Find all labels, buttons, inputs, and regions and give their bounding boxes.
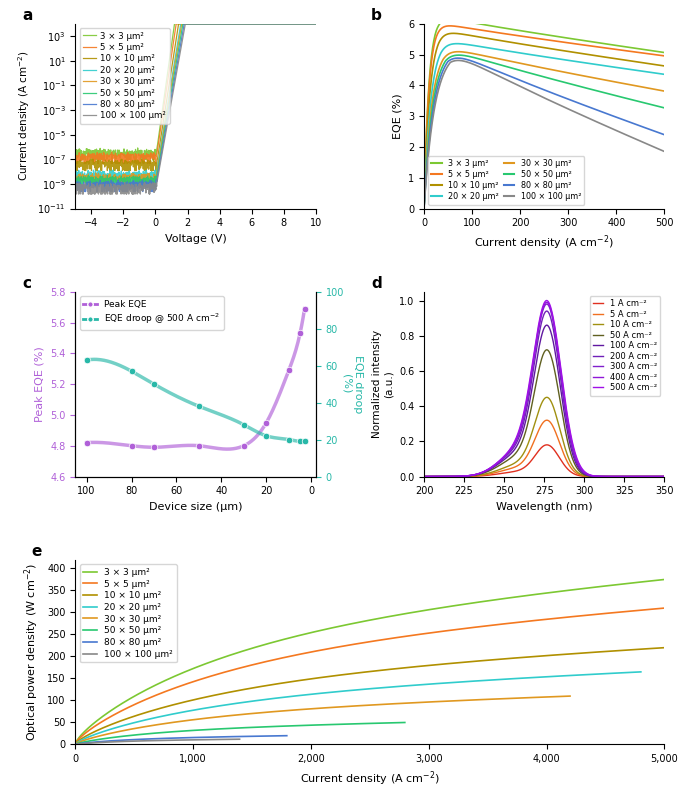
Text: c: c (23, 276, 32, 291)
X-axis label: Voltage (V): Voltage (V) (164, 234, 227, 244)
Point (261, 429, 272, 442)
Y-axis label: Normalized intensity
(a.u.): Normalized intensity (a.u.) (372, 330, 393, 438)
Y-axis label: EQE droop
(%): EQE droop (%) (342, 355, 363, 413)
X-axis label: Wavelength (nm): Wavelength (nm) (496, 502, 593, 512)
Point (284, 433, 295, 446)
Text: e: e (32, 544, 42, 559)
Point (193, 400, 204, 413)
Text: b: b (371, 8, 382, 23)
Point (295, 327, 306, 340)
Y-axis label: Optical power density (W cm$^{-2}$): Optical power density (W cm$^{-2}$) (23, 563, 42, 741)
Point (284, 364, 295, 376)
Point (81, 354, 92, 367)
Text: d: d (371, 276, 382, 291)
Y-axis label: Peak EQE (%): Peak EQE (%) (34, 346, 45, 422)
Point (299, 303, 310, 315)
Point (295, 435, 306, 447)
Point (238, 418, 249, 431)
X-axis label: Device size (μm): Device size (μm) (149, 502, 242, 512)
Y-axis label: EQE (%): EQE (%) (393, 93, 403, 139)
Point (299, 435, 310, 447)
Legend: Peak EQE, EQE droop @ 500 A cm$^{-2}$: Peak EQE, EQE droop @ 500 A cm$^{-2}$ (80, 296, 223, 329)
Point (126, 365, 137, 378)
Point (126, 440, 137, 452)
Point (238, 440, 249, 452)
Point (193, 440, 204, 452)
X-axis label: Current density (A cm$^{-2}$): Current density (A cm$^{-2}$) (474, 234, 614, 253)
Text: a: a (23, 8, 33, 23)
Point (81, 436, 92, 449)
Point (149, 441, 160, 454)
Legend: 3 × 3 μm², 5 × 5 μm², 10 × 10 μm², 20 × 20 μm², 30 × 30 μm², 50 × 50 μm², 80 × 8: 3 × 3 μm², 5 × 5 μm², 10 × 10 μm², 20 × … (80, 564, 177, 662)
Point (149, 378, 160, 390)
Legend: 3 × 3 μm², 5 × 5 μm², 10 × 10 μm², 20 × 20 μm², 30 × 30 μm², 50 × 50 μm², 80 × 8: 3 × 3 μm², 5 × 5 μm², 10 × 10 μm², 20 × … (428, 156, 584, 204)
Legend: 1 A cm⁻², 5 A cm⁻², 10 A cm⁻², 50 A cm⁻², 100 A cm⁻², 200 A cm⁻², 300 A cm⁻², 40: 1 A cm⁻², 5 A cm⁻², 10 A cm⁻², 50 A cm⁻²… (590, 296, 660, 395)
Point (261, 417, 272, 429)
X-axis label: Current density (A cm$^{-2}$): Current density (A cm$^{-2}$) (300, 770, 440, 788)
Y-axis label: Current density (A cm$^{-2}$): Current density (A cm$^{-2}$) (16, 51, 32, 181)
Legend: 3 × 3 μm², 5 × 5 μm², 10 × 10 μm², 20 × 20 μm², 30 × 30 μm², 50 × 50 μm², 80 × 8: 3 × 3 μm², 5 × 5 μm², 10 × 10 μm², 20 × … (79, 28, 170, 124)
